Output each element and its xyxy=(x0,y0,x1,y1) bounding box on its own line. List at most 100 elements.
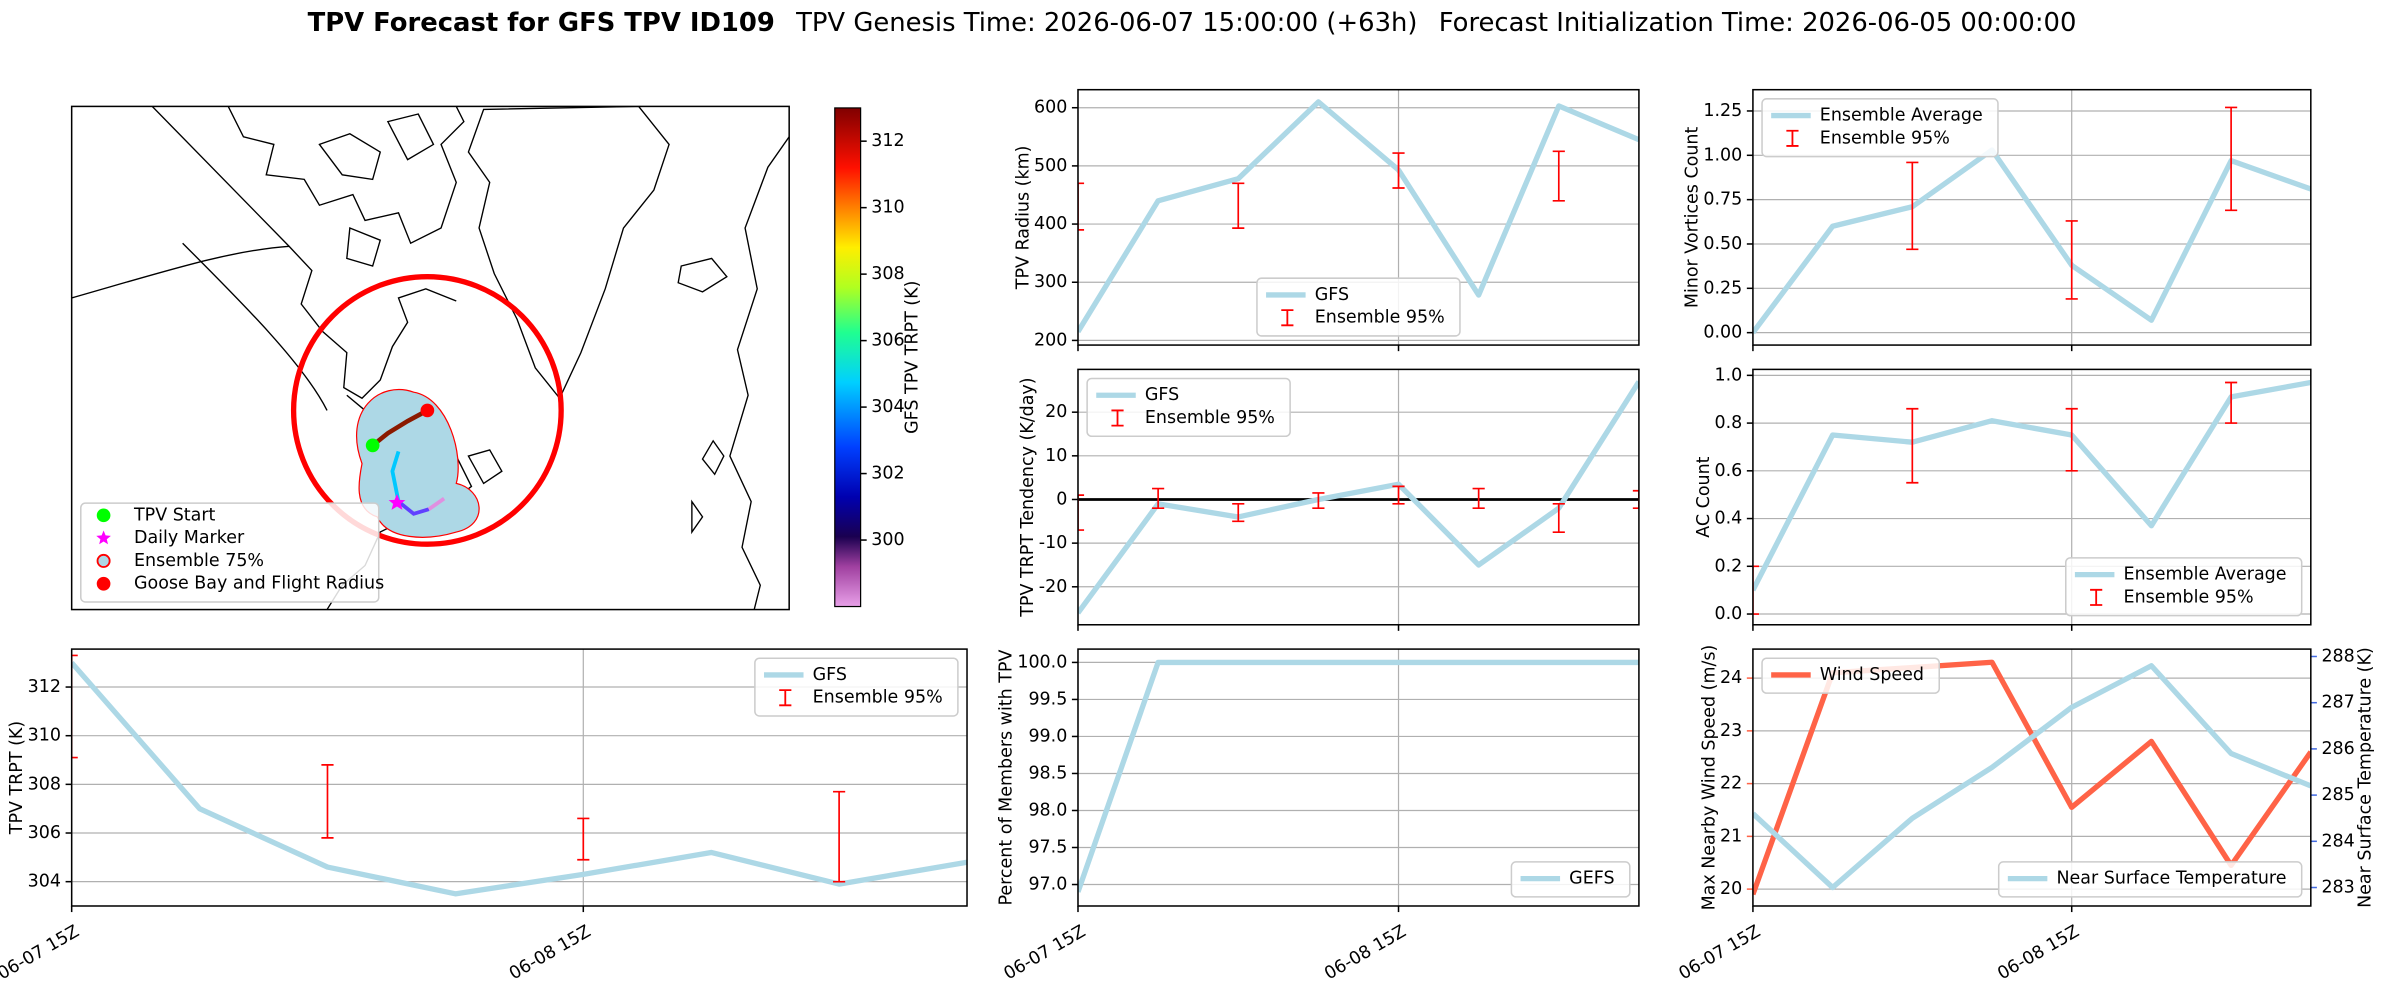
y-tick-label: 0.50 xyxy=(1703,234,1742,254)
legend-box xyxy=(1761,98,1999,158)
y-tick-label: 97.5 xyxy=(1028,838,1067,858)
track xyxy=(390,450,401,503)
title-genesis: TPV Genesis Time: 2026-06-07 15:00:00 (+… xyxy=(795,7,1417,37)
colorbar-tick-label: 310 xyxy=(871,198,904,218)
legend: GFS Ensemble 95% xyxy=(754,657,959,717)
legend-label: Goose Bay and Flight Radius xyxy=(134,574,384,594)
title-init: Forecast Initialization Time: 2026-06-05… xyxy=(1439,7,2077,37)
legend-label: Ensemble 75% xyxy=(134,551,264,571)
y-axis-label: TPV TRPT Tendency (K/day) xyxy=(1018,377,1038,617)
iceland xyxy=(677,257,728,293)
legend-marker xyxy=(96,508,111,523)
legend-label: Near Surface Temperature xyxy=(2056,869,2286,889)
error-bar xyxy=(1077,494,1085,531)
legend-swatch xyxy=(2090,588,2103,606)
flight-radius xyxy=(290,274,564,547)
legend: Near Surface Temperature xyxy=(1997,861,2303,898)
error-bar xyxy=(2225,106,2238,212)
line xyxy=(1752,659,2311,896)
legend-box xyxy=(1086,377,1291,438)
y-tick-label: -10 xyxy=(1039,533,1068,553)
legend-swatch xyxy=(1111,409,1124,427)
x-tick-label: 06-08 15Z xyxy=(1994,922,2082,982)
x-tick-label: 06-08 15Z xyxy=(506,922,594,982)
error-bar xyxy=(833,790,846,883)
x-tick-label: 06-07 15Z xyxy=(1676,922,1764,982)
y-tick-label: 0.0 xyxy=(1715,604,1743,624)
y-tick-label: 312 xyxy=(28,677,61,697)
error-bar xyxy=(1752,565,1760,615)
colorbar-tick-label: 302 xyxy=(871,464,904,484)
error-bar xyxy=(1232,182,1245,229)
legend-label: Ensemble Average xyxy=(1820,106,1983,126)
y-tick-label: 100.0 xyxy=(1017,652,1067,672)
line xyxy=(1752,147,2311,335)
axes-frame xyxy=(1752,88,2312,346)
track xyxy=(397,500,430,516)
y-axis-label: Percent of Members with TPV xyxy=(997,650,1017,906)
y-tick-label: 400 xyxy=(1034,214,1067,234)
coastline xyxy=(729,136,790,610)
legend-marker xyxy=(96,553,111,568)
tpv-start xyxy=(365,438,380,453)
colorbar-label: GFS TPV TRPT (K) xyxy=(902,281,922,434)
y-tick-label: 0.2 xyxy=(1715,556,1743,576)
y-tick-label: 20 xyxy=(1720,879,1742,899)
y-tick-label: 0.6 xyxy=(1715,461,1743,481)
line xyxy=(1752,379,2311,592)
y-tick-label: 98.0 xyxy=(1028,800,1067,820)
legend-label: Daily Marker xyxy=(134,528,245,548)
error-bar xyxy=(1232,503,1245,523)
y-tick-label: 300 xyxy=(1034,272,1067,292)
y-tick-label: 99.5 xyxy=(1028,689,1067,709)
y-axis-label: TPV TRPT (K) xyxy=(7,721,27,835)
y2-axis-label: Near Surface Temperature (K) xyxy=(2355,647,2375,908)
y-tick-label: 10 xyxy=(1045,446,1067,466)
axes-frame xyxy=(1077,368,1640,626)
legend-box xyxy=(1997,861,2303,898)
y2-tick-label: 288 xyxy=(2321,646,2354,666)
legend: GFS Ensemble 95% xyxy=(1256,277,1461,337)
error-bar xyxy=(1392,485,1405,505)
error-bar xyxy=(2225,381,2238,424)
daily-marker xyxy=(388,494,406,510)
axes-frame xyxy=(1752,648,2312,907)
error-bar xyxy=(1312,492,1325,510)
coastline xyxy=(467,449,503,485)
y-tick-label: 600 xyxy=(1034,98,1067,118)
y-tick-label: 1.00 xyxy=(1703,145,1742,165)
legend: GEFS xyxy=(1510,861,1631,898)
colorbar-tick-label: 308 xyxy=(871,264,904,284)
y-tick-label: 310 xyxy=(28,726,61,746)
error-bar xyxy=(1472,487,1485,510)
y-tick-label: -20 xyxy=(1039,577,1068,597)
x-tick-label: 06-07 15Z xyxy=(0,922,83,982)
y2-tick-label: 284 xyxy=(2321,831,2354,851)
x-tick-label: 06-07 15Z xyxy=(1001,922,1089,982)
y-tick-label: 306 xyxy=(28,823,61,843)
error-bar xyxy=(1077,182,1085,231)
suptitle: TPV Forecast for GFS TPV ID109 TPV Genesi… xyxy=(308,7,2077,37)
error-bar xyxy=(577,817,590,861)
legend-swatch xyxy=(779,689,792,707)
y-tick-label: 22 xyxy=(1720,774,1742,794)
y-tick-label: 97.0 xyxy=(1028,875,1067,895)
error-bar xyxy=(1152,487,1165,510)
track xyxy=(427,497,446,511)
y2-tick-label: 285 xyxy=(2321,785,2354,805)
coastline xyxy=(71,245,457,400)
error-bar xyxy=(1552,503,1565,534)
y-tick-label: 23 xyxy=(1720,721,1742,741)
y-tick-label: 0 xyxy=(1056,489,1067,509)
colorbar-tick-label: 306 xyxy=(871,331,904,351)
legend-label: Ensemble 95% xyxy=(1820,128,1950,148)
y2-tick-label: 286 xyxy=(2321,739,2354,759)
error-bar xyxy=(2065,407,2078,472)
coastline xyxy=(227,106,465,245)
legend-box xyxy=(1761,657,1940,694)
error-bar xyxy=(1906,161,1919,251)
